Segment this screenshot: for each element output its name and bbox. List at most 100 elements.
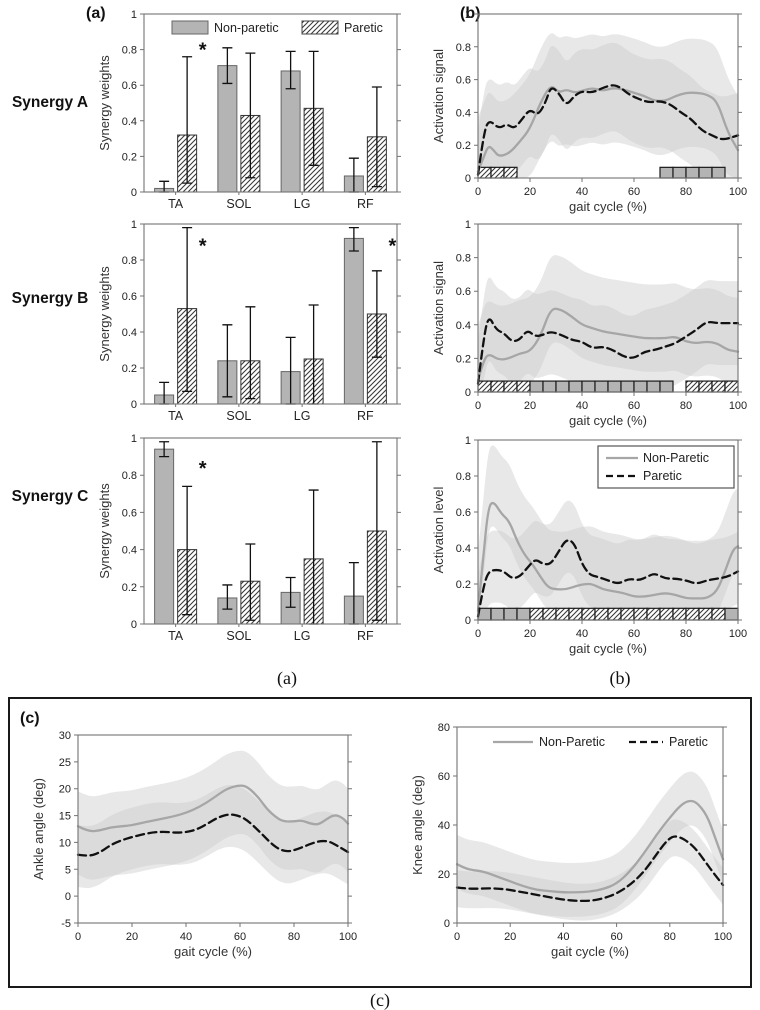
svg-text:15: 15: [59, 811, 71, 823]
svg-text:40: 40: [180, 931, 192, 943]
svg-text:Knee angle (deg): Knee angle (deg): [410, 775, 425, 875]
svg-text:0.4: 0.4: [456, 320, 471, 332]
svg-text:0: 0: [454, 931, 460, 943]
svg-text:0.4: 0.4: [122, 327, 137, 339]
svg-text:0.6: 0.6: [456, 507, 471, 519]
svg-text:0.8: 0.8: [122, 45, 137, 57]
svg-text:40: 40: [576, 186, 588, 198]
svg-text:0.4: 0.4: [456, 107, 471, 119]
svg-text:gait cycle (%): gait cycle (%): [569, 641, 647, 656]
svg-text:60: 60: [628, 400, 640, 412]
svg-text:0.8: 0.8: [122, 470, 137, 482]
svg-text:LG: LG: [294, 197, 311, 211]
panel-c-border: [8, 697, 752, 988]
svg-text:25: 25: [59, 757, 71, 769]
svg-text:RF: RF: [357, 409, 374, 423]
panel-c-label: (c): [20, 710, 40, 727]
svg-text:gait cycle (%): gait cycle (%): [569, 413, 647, 428]
svg-text:1: 1: [131, 433, 137, 445]
svg-text:TA: TA: [168, 629, 184, 643]
svg-text:*: *: [199, 40, 207, 62]
svg-text:0.2: 0.2: [456, 579, 471, 591]
activation-level-chart: 0 0.2 0.4 0.6 0.8 1 0 20 40 60 80 100 gait cycle (%)…: [418, 430, 752, 665]
svg-text:60: 60: [628, 628, 640, 640]
svg-text:80: 80: [680, 400, 692, 412]
svg-text:LG: LG: [294, 629, 311, 643]
svg-text:SOL: SOL: [226, 629, 251, 643]
caption-b: (b): [609, 668, 631, 688]
svg-text:40: 40: [576, 628, 588, 640]
svg-text:0.6: 0.6: [456, 286, 471, 298]
synergy-c-bar-chart: * 0 0.2 0.4 0.6 0.8 1 TA SOL LG RF Synergy weights: [95, 430, 407, 658]
synergy-a-bar-chart: * 0 0.2 0.4 0.6 0.8 1 TA SOL LG RF Synergy weights N…: [95, 0, 407, 216]
svg-text:20: 20: [524, 186, 536, 198]
svg-text:0.6: 0.6: [122, 80, 137, 92]
activation-signal-chart-middle: 0 0.2 0.4 0.6 0.8 1 0 20 40 60 80 100 gait cycle (%)…: [418, 216, 752, 430]
svg-text:20: 20: [524, 628, 536, 640]
svg-text:0: 0: [465, 615, 471, 627]
svg-text:40: 40: [576, 400, 588, 412]
svg-text:0: 0: [475, 186, 481, 198]
svg-text:Non-paretic: Non-paretic: [214, 21, 279, 35]
svg-text:gait cycle (%): gait cycle (%): [551, 944, 629, 959]
svg-text:40: 40: [557, 931, 569, 943]
svg-text:0: 0: [475, 628, 481, 640]
svg-text:60: 60: [234, 931, 246, 943]
svg-text:0.6: 0.6: [122, 507, 137, 519]
svg-text:0: 0: [131, 399, 137, 411]
svg-text:0.4: 0.4: [456, 543, 471, 555]
svg-text:0.8: 0.8: [456, 253, 471, 265]
svg-text:1: 1: [465, 9, 471, 21]
svg-text:RF: RF: [357, 629, 374, 643]
svg-text:0: 0: [465, 173, 471, 185]
svg-text:0.8: 0.8: [456, 471, 471, 483]
row-label-synergy-c: Synergy C: [11, 488, 89, 505]
svg-text:gait cycle (%): gait cycle (%): [569, 199, 647, 214]
svg-text:*: *: [199, 236, 207, 258]
svg-text:Synergy weights: Synergy weights: [97, 483, 112, 579]
svg-text:Paretic: Paretic: [669, 735, 708, 749]
svg-text:100: 100: [714, 931, 732, 943]
svg-text:RF: RF: [357, 197, 374, 211]
svg-text:Paretic: Paretic: [344, 21, 383, 35]
svg-text:0: 0: [465, 387, 471, 399]
caption-a: (a): [277, 668, 297, 688]
svg-text:60: 60: [628, 186, 640, 198]
panel-b-label: (b): [460, 5, 481, 22]
svg-text:SOL: SOL: [226, 409, 251, 423]
svg-text:0: 0: [75, 931, 81, 943]
svg-text:20: 20: [126, 931, 138, 943]
svg-text:0.8: 0.8: [456, 42, 471, 54]
svg-text:0: 0: [131, 187, 137, 199]
svg-text:1: 1: [465, 435, 471, 447]
svg-text:100: 100: [729, 186, 747, 198]
svg-text:0.2: 0.2: [456, 353, 471, 365]
svg-text:1: 1: [465, 219, 471, 231]
svg-text:0.4: 0.4: [122, 545, 137, 557]
svg-text:0: 0: [475, 400, 481, 412]
svg-text:0.2: 0.2: [122, 151, 137, 163]
caption-c: (c): [370, 990, 390, 1010]
svg-text:gait cycle (%): gait cycle (%): [174, 944, 252, 959]
svg-text:0.2: 0.2: [122, 363, 137, 375]
svg-text:80: 80: [438, 722, 450, 734]
svg-text:Activation signal: Activation signal: [431, 261, 446, 355]
synergy-b-bar-chart: * * 0 0.2 0.4 0.6 0.8 1 TA SOL LG RF Synergy weights: [95, 216, 407, 430]
svg-text:20: 20: [524, 400, 536, 412]
svg-text:0.2: 0.2: [122, 582, 137, 594]
svg-text:TA: TA: [168, 197, 184, 211]
svg-text:0.2: 0.2: [456, 140, 471, 152]
svg-text:0: 0: [65, 891, 71, 903]
activation-signal-chart-top: 0 0.2 0.4 0.6 0.8 1 0 20 40 60 80 100 gait cycle (%)…: [418, 0, 752, 216]
svg-text:1: 1: [131, 9, 137, 21]
svg-text:0.4: 0.4: [122, 116, 137, 128]
knee-angle-chart: 0 20 40 60 80 0 20 40 60 80 100 gait cycle (%) Knee …: [385, 703, 735, 979]
svg-text:*: *: [388, 236, 396, 258]
svg-text:60: 60: [610, 931, 622, 943]
svg-text:80: 80: [664, 931, 676, 943]
svg-text:5: 5: [65, 864, 71, 876]
ankle-angle-chart: -5 0 5 10 15 20 25 30 0 20 40 60 80 100 gait cycle (%)…: [12, 703, 368, 979]
svg-text:TA: TA: [168, 409, 184, 423]
svg-text:Ankle angle (deg): Ankle angle (deg): [31, 778, 46, 880]
